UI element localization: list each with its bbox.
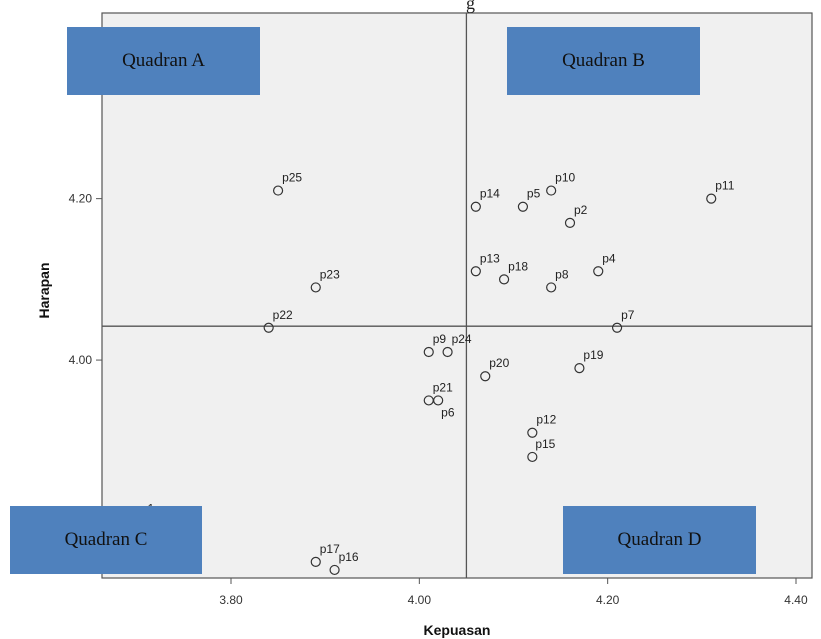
data-point-p2 <box>564 217 576 228</box>
quadrant-a-label: Quadran A <box>67 27 260 95</box>
data-point-p24 <box>442 346 453 358</box>
data-label-p12: p12 <box>536 413 556 427</box>
data-point-p13 <box>470 266 481 277</box>
data-point-p9 <box>423 346 434 358</box>
data-label-p19: p19 <box>583 348 603 362</box>
data-label-p9: p9 <box>433 332 447 346</box>
data-label-p13: p13 <box>480 251 500 265</box>
data-point-p22 <box>263 322 274 333</box>
data-point-p16 <box>329 564 340 576</box>
data-point-p15 <box>527 451 538 463</box>
data-label-p16: p16 <box>339 550 359 564</box>
data-label-p23: p23 <box>320 267 340 281</box>
data-point-p10 <box>546 185 557 196</box>
quadrant-d-label: Quadran D <box>563 506 756 574</box>
data-label-p10: p10 <box>555 171 575 185</box>
data-label-p20: p20 <box>489 356 509 370</box>
data-point-p11 <box>706 193 717 204</box>
data-point-p25 <box>272 185 284 196</box>
data-label-p4: p4 <box>602 251 616 265</box>
data-label-p2: p2 <box>574 203 588 217</box>
data-point-p17 <box>310 556 321 567</box>
data-label-p21: p21 <box>433 380 453 394</box>
x-tick-label: 4.40 <box>784 593 808 607</box>
x-axis-title: Kepuasan <box>424 622 491 638</box>
data-label-p8: p8 <box>555 267 569 281</box>
data-label-p24: p24 <box>452 332 472 346</box>
quadrant-c-label: Quadran C <box>10 506 202 574</box>
data-point-p21 <box>423 395 434 406</box>
data-label-p15: p15 <box>535 437 555 451</box>
x-tick-label: 3.80 <box>219 593 243 607</box>
data-point-p7 <box>611 322 623 333</box>
x-tick-label: 4.00 <box>408 593 432 607</box>
data-label-p11: p11 <box>715 179 734 193</box>
data-point-p8 <box>546 282 557 293</box>
data-point-p4 <box>593 266 604 277</box>
data-label-p25: p25 <box>282 171 302 185</box>
y-tick-label: 4.00 <box>69 353 93 367</box>
data-label-p18: p18 <box>508 259 528 273</box>
data-point-p18 <box>498 274 510 285</box>
y-axis-title: Harapan <box>36 262 52 318</box>
data-label-p14: p14 <box>480 187 500 201</box>
data-point-p20 <box>480 371 491 382</box>
data-label-p22: p22 <box>273 308 293 322</box>
data-point-p19 <box>574 363 585 374</box>
y-tick-label: 4.20 <box>69 192 93 206</box>
cropped-title-fragment: g <box>466 0 475 13</box>
data-point-p5 <box>517 201 529 212</box>
data-label-p7: p7 <box>621 308 635 322</box>
data-label-p5: p5 <box>527 187 541 201</box>
quadrant-b-label: Quadran B <box>507 27 700 95</box>
x-tick-label: 4.20 <box>596 593 620 607</box>
data-label-p6: p6 <box>441 405 455 419</box>
plot-area <box>101 12 813 579</box>
data-point-p14 <box>470 201 481 212</box>
data-point-p12 <box>527 427 538 438</box>
data-label-p17: p17 <box>320 542 340 556</box>
data-point-p23 <box>310 282 321 293</box>
